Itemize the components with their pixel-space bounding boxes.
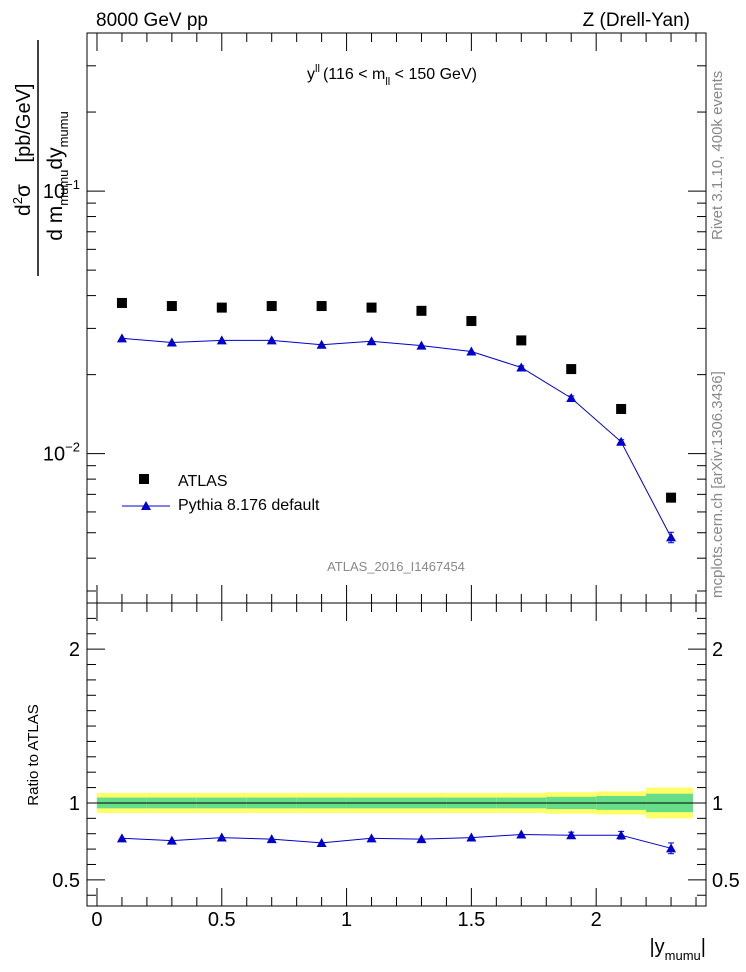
title-m-sub: ll xyxy=(385,76,390,88)
mcplots-label: mcplots.cern.ch [arXiv:1306.3436] xyxy=(709,371,726,598)
pythia-point xyxy=(266,335,277,345)
ylabel-den-b-sub: mumu xyxy=(56,111,71,147)
xlabel-tail: | xyxy=(701,936,706,958)
ratio-point xyxy=(466,832,477,842)
main-y-tick-labels: 10−1 10−2 xyxy=(43,177,80,466)
ratio-point xyxy=(666,843,677,853)
x-tick-label: 0.5 xyxy=(208,909,236,931)
title-y: y xyxy=(307,66,315,83)
main-y-label: d2σ d mmumudymumu [pb/GeV] xyxy=(10,40,71,276)
title-post: < 150 GeV) xyxy=(390,66,477,83)
ylabel-num-d: d xyxy=(12,204,35,216)
pythia-point xyxy=(616,436,627,446)
main-title: yll (116 < mll < 150 GeV) xyxy=(307,63,477,88)
ratio-point xyxy=(166,835,177,845)
title-pre: (116 < m xyxy=(323,66,385,83)
ratio-point xyxy=(316,837,327,847)
ratio-ytick-label: 0.5 xyxy=(52,870,80,892)
x-axis-label: |ymumu| xyxy=(649,936,706,963)
main-ytick-label: 10−1 xyxy=(43,177,80,203)
x-tick-label: 2 xyxy=(591,909,602,931)
xlabel-sub: mumu xyxy=(665,948,701,963)
ratio-ytick-label-right: 1 xyxy=(712,793,723,815)
x-tick-label: 1 xyxy=(341,909,352,931)
ratio-point xyxy=(616,830,627,840)
legend-marker-pythia xyxy=(141,501,151,510)
atlas-point xyxy=(316,301,327,312)
x-tick-labels: 0 0.5 1 1.5 2 xyxy=(91,909,601,931)
ratio-ytick-label: 2 xyxy=(69,639,80,661)
rivet-label: Rivet 3.1.10, 400k events xyxy=(709,71,726,240)
atlas-point xyxy=(466,316,477,327)
ratio-line xyxy=(121,833,672,849)
atlas-point xyxy=(616,403,627,414)
ratio-ticks xyxy=(87,603,706,906)
legend-label-atlas: ATLAS xyxy=(178,473,228,490)
pythia-point xyxy=(116,333,127,343)
ratio-ytick-label-right: 2 xyxy=(712,639,723,661)
atlas-point xyxy=(416,305,427,316)
main-panel: 10−110−2 yll (116 < mll < 150 GeV) d2σ d … xyxy=(10,32,707,604)
pythia-point xyxy=(516,362,527,372)
ratio-point xyxy=(516,829,527,839)
atlas-series xyxy=(116,297,677,503)
ylabel-denominator: d mmumudymumu xyxy=(44,111,71,240)
ratio-ytick-label-right: 0.5 xyxy=(712,870,740,892)
main-frame xyxy=(86,32,707,604)
main-ytick-label: 10−2 xyxy=(43,440,80,466)
ylabel-den-b: dy xyxy=(44,147,67,170)
header-right-title: Z (Drell-Yan) xyxy=(583,10,690,31)
pythia-point xyxy=(666,532,677,542)
x-tick-label: 1.5 xyxy=(457,909,485,931)
pythia-line xyxy=(121,337,672,538)
ratio-point xyxy=(116,833,127,843)
ratio-point xyxy=(416,834,427,844)
ylabel-numerator: d2σ xyxy=(10,184,35,216)
pythia-point xyxy=(466,346,477,356)
legend-marker-atlas xyxy=(139,474,149,484)
ratio-point xyxy=(566,830,577,840)
pythia-series xyxy=(116,333,677,544)
ratio-ytick-label: 1 xyxy=(69,793,80,815)
atlas-point xyxy=(366,302,377,313)
pythia-point xyxy=(316,339,327,349)
ratio-point xyxy=(216,832,227,842)
ratio-series xyxy=(116,829,677,855)
atlas-point xyxy=(116,297,127,308)
ratio-panel: 0.5 0.5 1 1 2 2 0 0.5 1 1.5 2 Ratio to ATLAS |ymu… xyxy=(25,602,740,963)
x-tick-label: 0 xyxy=(91,909,102,931)
ylabel-num-tail: σ xyxy=(12,184,35,197)
legend: ATLAS Pythia 8.176 default xyxy=(122,473,320,514)
ylabel-den-a-sub: mumu xyxy=(56,170,71,206)
ylabel-unit: [pb/GeV] xyxy=(13,84,35,163)
title-y-sup: ll xyxy=(315,63,320,75)
atlas-point xyxy=(216,302,227,313)
pythia-point xyxy=(216,335,227,345)
atlas-point xyxy=(666,492,677,503)
ylabel-den-a: d m xyxy=(44,206,67,241)
analysis-id: ATLAS_2016_I1467454 xyxy=(327,559,465,574)
pythia-point xyxy=(166,337,177,347)
atlas-point xyxy=(566,364,577,375)
ratio-y-label: Ratio to ATLAS xyxy=(25,704,42,805)
ratio-y-tick-labels: 0.5 0.5 1 1 2 2 xyxy=(52,639,740,892)
pythia-point xyxy=(366,336,377,346)
ratio-frame xyxy=(86,602,707,907)
pythia-point xyxy=(416,340,427,350)
header-left-title: 8000 GeV pp xyxy=(96,10,208,31)
legend-label-pythia: Pythia 8.176 default xyxy=(178,497,320,514)
atlas-point xyxy=(516,335,527,346)
ratio-point xyxy=(266,834,277,844)
pythia-point xyxy=(566,392,577,402)
atlas-point xyxy=(166,301,177,312)
xlabel-main: |y xyxy=(649,936,664,958)
ylabel-num-sup: 2 xyxy=(10,197,25,204)
atlas-point xyxy=(266,301,277,312)
main-ticks xyxy=(87,32,706,603)
ratio-point xyxy=(366,833,377,843)
